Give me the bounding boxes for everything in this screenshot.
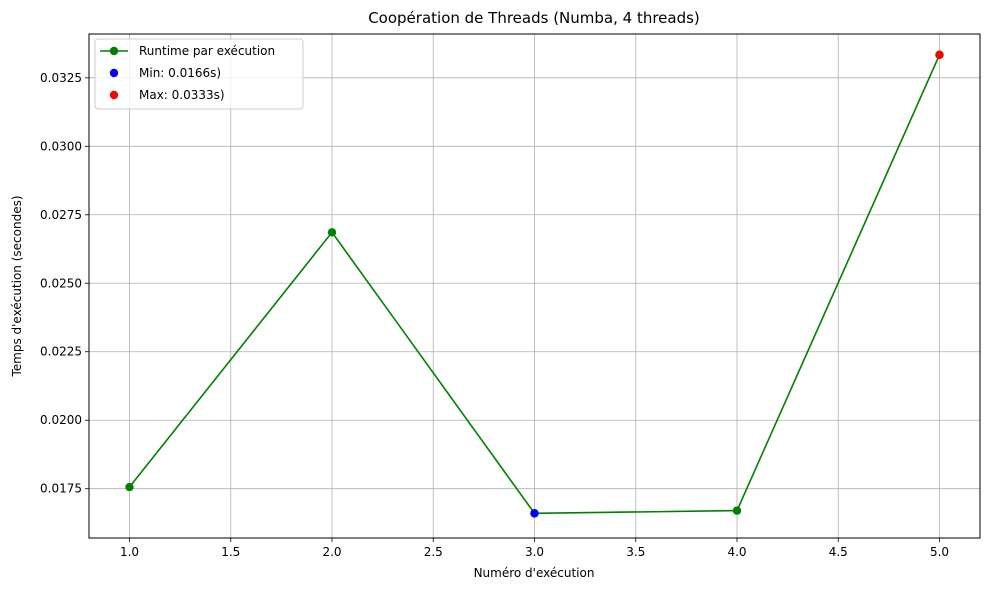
legend-marker [109,46,119,56]
x-tick-label: 4.0 [727,545,746,559]
y-tick-label: 0.0200 [40,413,82,427]
legend-marker [109,90,119,100]
legend-label: Max: 0.0333s) [139,88,225,102]
legend: Runtime par exécution Min: 0.0166s) Max: 0… [94,38,304,110]
x-tick-label: 2.0 [322,545,341,559]
series-scatter [530,509,539,518]
data-point [732,506,742,515]
data-point [327,228,337,237]
legend-label: Runtime par exécution [139,44,275,58]
x-tick-label: 2.5 [424,545,443,559]
y-tick-label: 0.0300 [40,139,82,153]
data-point [935,50,944,60]
chart-title: Coopération de Threads (Numba, 4 threads… [368,9,700,27]
legend-entry: Max: 0.0333s) [109,88,225,102]
x-axis-title: Numéro d'exécution [474,566,595,580]
legend-label: Min: 0.0166s) [139,66,221,80]
legend-entry: Runtime par exécution [100,44,275,58]
data-point [530,509,539,518]
x-axis: 1.0 1.5 2.0 2.5 3.0 3.5 4.0 4.5 5.0 [120,538,949,559]
x-tick-label: 4.5 [829,545,848,559]
grid [89,34,980,538]
y-tick-label: 0.0175 [40,482,82,496]
y-tick-label: 0.0275 [40,208,82,222]
series-scatter [935,50,944,60]
legend-entry: Min: 0.0166s) [109,66,221,80]
y-tick-label: 0.0250 [40,276,82,290]
x-tick-label: 1.0 [120,545,139,559]
x-tick-label: 3.0 [525,545,544,559]
x-tick-label: 3.5 [626,545,645,559]
y-axis-title: Temps d'exécution (secondes) [10,195,24,377]
series-layer [125,50,944,518]
y-tick-label: 0.0325 [40,71,82,85]
y-tick-label: 0.0225 [40,345,82,359]
data-point [125,482,134,492]
x-tick-label: 5.0 [930,545,949,559]
legend-marker [109,68,119,78]
x-tick-label: 1.5 [221,545,240,559]
y-axis: 0.0175 0.0200 0.0225 0.0250 0.0275 0.0300 0.03… [40,71,89,496]
legend-box [94,38,304,110]
